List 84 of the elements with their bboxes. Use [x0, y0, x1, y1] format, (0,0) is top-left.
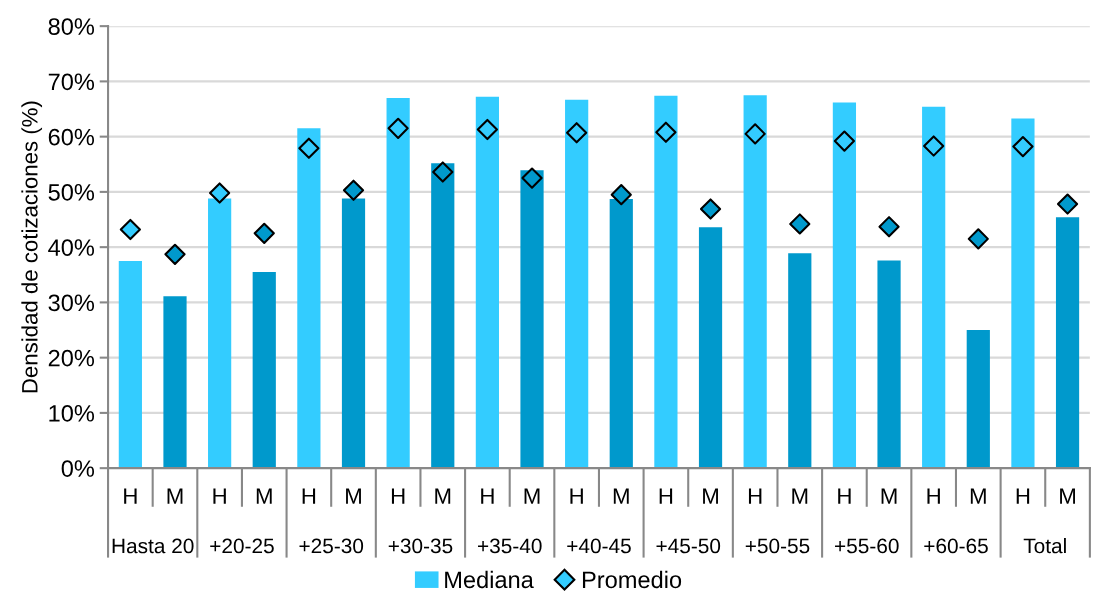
y-tick-label: 80% — [48, 18, 95, 35]
bar — [654, 95, 678, 469]
point — [1012, 135, 1034, 158]
bar — [475, 96, 499, 469]
y-tick-label: 20% — [48, 349, 95, 367]
bar — [565, 99, 589, 469]
point — [699, 198, 722, 220]
point — [209, 182, 231, 204]
x-tick-label: M — [346, 488, 361, 504]
bar — [386, 97, 410, 469]
x-tick-label: H — [481, 488, 494, 504]
text: Hasta 20 — [112, 538, 194, 554]
point — [253, 222, 275, 244]
x-tick-label: M — [524, 488, 540, 504]
x-tick-label: H — [391, 488, 405, 504]
x-tick-label: H — [748, 488, 762, 504]
legend-label: Mediana — [445, 570, 534, 589]
text: +60-65 — [924, 538, 988, 554]
x-tick-label: H — [124, 488, 137, 504]
x-tick-label: H — [302, 488, 316, 504]
point — [833, 130, 856, 152]
bar — [966, 330, 990, 469]
bar — [922, 106, 946, 469]
point — [119, 218, 141, 241]
point — [387, 117, 409, 139]
x-tick-label: M — [703, 488, 718, 504]
bar — [118, 260, 142, 469]
text: +55-60 — [835, 538, 899, 554]
point — [610, 184, 632, 206]
y-tick-label: 40% — [48, 239, 95, 256]
point — [298, 137, 320, 159]
x-tick-label: H — [838, 488, 851, 504]
y-tick-label: 10% — [49, 404, 95, 422]
bar — [832, 102, 857, 469]
text: +35-40 — [478, 538, 542, 554]
bar — [743, 95, 767, 469]
x-tick-label: H — [659, 488, 673, 504]
y-tick-label: 30% — [48, 294, 95, 312]
point — [967, 228, 989, 250]
bar — [1011, 118, 1035, 469]
point — [476, 118, 498, 141]
x-tick-label: M — [435, 488, 451, 504]
y-tick-label: 70% — [48, 73, 95, 91]
text: Total — [1023, 538, 1066, 554]
point — [566, 122, 588, 144]
point — [923, 135, 945, 157]
x-tick-label: H — [213, 488, 226, 504]
bar — [431, 163, 455, 469]
legend-label: Promedio — [582, 570, 682, 589]
text: +40-45 — [567, 538, 631, 554]
point — [878, 216, 900, 238]
point — [342, 179, 365, 201]
x-tick-label: H — [927, 488, 940, 504]
x-tick-label: H — [570, 488, 583, 504]
text: +20-25 — [210, 538, 274, 554]
point — [432, 161, 454, 183]
point — [521, 167, 543, 189]
text: +50-55 — [745, 538, 810, 554]
x-tick-label: M — [792, 488, 808, 504]
bar — [788, 253, 812, 469]
bar — [297, 128, 321, 469]
bar — [698, 227, 723, 469]
x-tick-label: M — [1060, 488, 1075, 504]
text: +45-50 — [656, 538, 721, 554]
x-tick-label: H — [1016, 488, 1030, 504]
y-tick-label: 0% — [61, 460, 95, 477]
bar — [163, 296, 187, 469]
x-tick-label: M — [613, 488, 629, 504]
bar — [252, 272, 276, 469]
point — [744, 123, 766, 145]
y-tick-label: 50% — [48, 183, 95, 201]
text: +25-30 — [299, 538, 364, 554]
y-axis-title: Densidad de cotizaciones (%) — [21, 101, 43, 393]
x-tick-label: M — [256, 488, 272, 504]
x-tick-label: M — [167, 488, 183, 504]
text: +30-35 — [388, 538, 453, 554]
point — [789, 213, 811, 235]
y-tick-label: 60% — [48, 128, 95, 146]
x-tick-label: M — [970, 488, 986, 504]
x-tick-label: M — [881, 488, 897, 504]
bar — [877, 260, 901, 469]
point — [655, 121, 677, 143]
point — [1056, 193, 1079, 215]
point — [164, 243, 186, 265]
